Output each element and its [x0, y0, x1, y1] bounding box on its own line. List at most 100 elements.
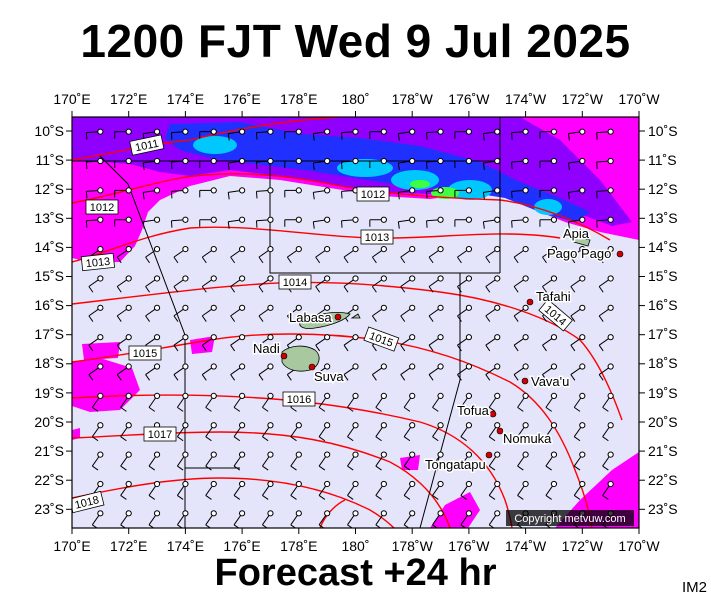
wind-station [522, 451, 529, 458]
wind-station [97, 334, 104, 341]
wind-barb-feather [517, 465, 524, 471]
wind-barb-feather [542, 374, 547, 381]
wind-station [295, 451, 302, 458]
lat-label-right: 20˚S [648, 414, 678, 430]
wind-station [352, 392, 359, 399]
lat-label-left: 15˚S [34, 268, 64, 284]
isobar-label-1016: 1016 [287, 394, 311, 406]
wind-barb-feather [517, 436, 524, 442]
isobar-label-1014: 1014 [283, 277, 307, 289]
wind-barb-feather [315, 286, 321, 293]
lat-label-left: 14˚S [34, 239, 64, 255]
wind-station [295, 334, 302, 341]
wind-station [125, 480, 132, 488]
isobar-1015 [72, 333, 593, 528]
wind-barb-feather [400, 344, 406, 352]
wind-station [409, 451, 416, 458]
wind-barb-feather [375, 465, 382, 471]
wind-station [494, 480, 501, 488]
wind-station [494, 422, 501, 429]
wind-station [352, 275, 359, 282]
wind-barb-feather [116, 315, 122, 322]
lon-label-top: 176˚E [223, 91, 260, 107]
lat-label-left: 21˚S [34, 443, 64, 459]
wind-station [494, 246, 501, 253]
wind-barb-feather [602, 495, 609, 500]
wind-station [239, 392, 246, 399]
lat-label-right: 23˚S [648, 501, 678, 517]
wind-station [97, 422, 104, 429]
isobar-1012 [72, 173, 611, 241]
wind-barb-feather [88, 286, 94, 293]
wind-station [465, 275, 472, 282]
lat-label-right: 22˚S [648, 472, 678, 488]
land-taveuni [350, 313, 361, 319]
wind-barb-feather [602, 436, 609, 442]
wind-station [409, 187, 416, 194]
wind-station [380, 480, 387, 488]
wind-barb-feather [290, 465, 297, 471]
wind-barb-feather [258, 374, 264, 381]
wind-station [579, 275, 586, 282]
wind-barb-feather [177, 524, 183, 528]
wind-station [210, 334, 217, 341]
wind-station [182, 422, 189, 429]
wind-barb-feather [262, 524, 268, 528]
wind-barb-feather [205, 406, 212, 412]
isobar-label-1012: 1012 [90, 202, 114, 214]
wind-station [125, 304, 132, 311]
wind-barb-feather [318, 495, 326, 500]
wind-station [324, 216, 331, 223]
wind-barb-feather [92, 524, 98, 528]
top-longitude-axis: 170˚E 172˚E 174˚E 176˚E 178˚E 180˚ 178˚W… [53, 91, 660, 107]
wind-barb-layer [85, 128, 614, 528]
wind-station [522, 275, 529, 282]
wind-station [607, 216, 614, 223]
wind-barb-feather [545, 465, 552, 471]
wind-station [210, 216, 217, 223]
wind-station [607, 275, 614, 282]
lat-label-left: 12˚S [34, 181, 64, 197]
isobar-1014 [72, 281, 623, 421]
bottom-longitude-axis: 170˚E 172˚E 174˚E 176˚E 178˚E 180˚ 178˚W… [53, 538, 660, 554]
wind-station [97, 187, 104, 194]
rain-patch [430, 492, 480, 528]
wind-station [607, 128, 614, 135]
wind-barb-feather [460, 495, 467, 500]
wind-station [409, 246, 416, 253]
wind-barb-feather [375, 495, 382, 500]
wind-barb-feather [120, 524, 127, 528]
wind-barb-feather [312, 221, 315, 229]
wind-station [409, 363, 416, 370]
wind-station [153, 480, 161, 488]
forecast-hours-label: Forecast +24 hr [214, 552, 497, 594]
wind-barb-feather [573, 465, 581, 471]
wind-station [97, 510, 104, 517]
lat-label-right: 13˚S [648, 210, 678, 226]
wind-station [579, 246, 586, 253]
wind-barb-feather [201, 256, 207, 264]
place-label-labasa: Labasa [289, 310, 332, 325]
wind-station [465, 216, 472, 223]
wind-barb-feather [312, 192, 315, 200]
wind-barb-feather [315, 256, 321, 264]
place-label-layer: Apia Pago Pago Tafahi Labasa Nadi Suva V… [252, 225, 613, 474]
wind-barb-feather [230, 315, 236, 322]
wind-station [182, 304, 189, 311]
wind-station [352, 363, 359, 370]
lon-label-bottom: 176˚W [448, 538, 490, 554]
lon-label-top: 176˚W [448, 91, 490, 107]
wind-barb-feather [177, 406, 184, 412]
wind-barb-feather [400, 374, 406, 381]
wind-station [522, 128, 529, 135]
wind-station [239, 216, 246, 223]
wind-station [97, 304, 104, 311]
wind-station [579, 334, 586, 341]
wind-barb-feather [513, 286, 519, 293]
wind-barb-feather [258, 315, 264, 322]
wind-station [239, 128, 246, 135]
wind-barb-feather [457, 286, 462, 293]
wind-station [239, 480, 246, 488]
wind-station [494, 334, 501, 341]
